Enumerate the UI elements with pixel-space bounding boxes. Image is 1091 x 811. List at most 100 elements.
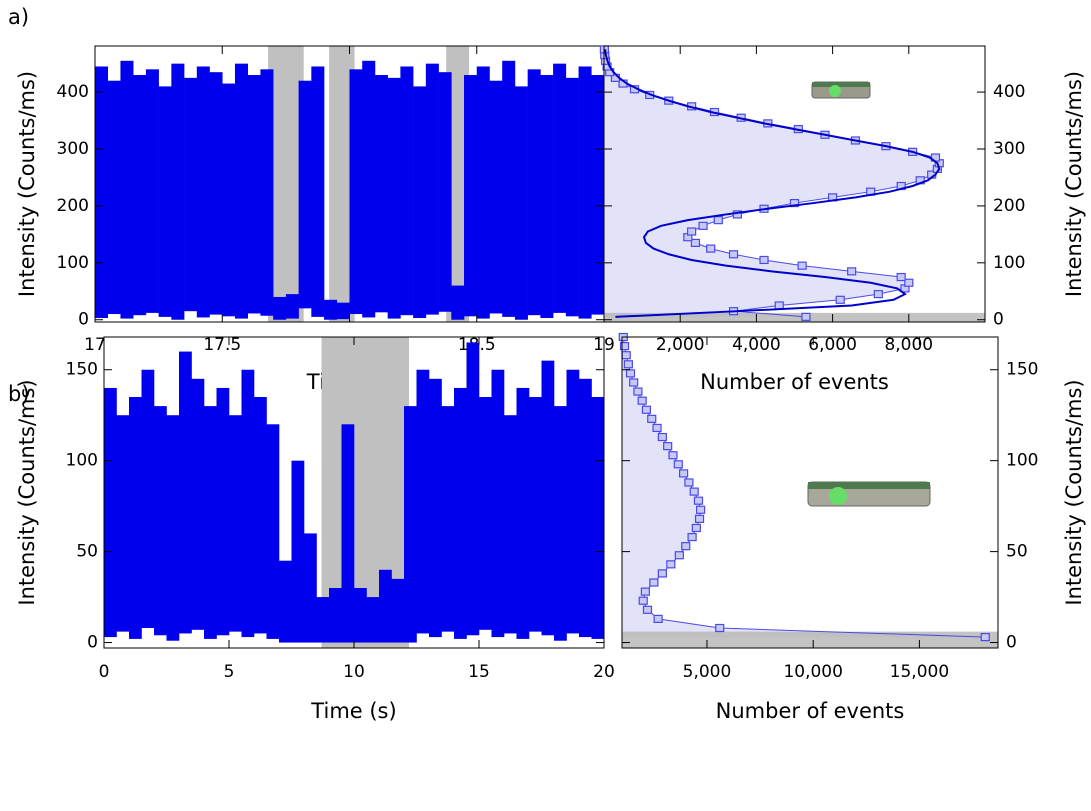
intensity-range: [553, 63, 567, 313]
intensity-range: [404, 406, 417, 643]
threshold-band: [622, 631, 998, 648]
y-tick-label: 50: [1006, 542, 1028, 562]
histogram-point: [847, 267, 857, 276]
histogram-point: [759, 255, 769, 265]
intensity-range: [566, 369, 580, 634]
intensity-range: [391, 578, 405, 643]
intensity-range: [145, 69, 159, 313]
y-tick-label: 200: [993, 196, 1025, 216]
shaded-region: [446, 46, 470, 322]
intensity-range: [527, 69, 541, 316]
intensity-range: [476, 66, 490, 319]
y-tick-label: 150: [1006, 360, 1038, 380]
histogram-point: [706, 244, 716, 253]
intensity-range: [104, 387, 117, 638]
intensity-range: [489, 80, 503, 314]
intensity-range: [158, 86, 172, 317]
x-tick-label: 15: [468, 662, 490, 682]
plot-frame: [621, 336, 999, 649]
intensity-range: [116, 415, 130, 632]
intensity-range: [354, 587, 367, 643]
x-axis-title: Time (s): [310, 699, 396, 723]
histogram-point: [679, 469, 689, 478]
y-tick-label: 400: [57, 82, 89, 102]
intensity-range: [216, 387, 230, 636]
histogram-point: [623, 360, 633, 369]
intensity-range: [540, 75, 554, 319]
x-tick-label: 4,000: [732, 335, 781, 355]
histogram-point: [657, 432, 667, 442]
intensity-range: [154, 406, 167, 636]
nanorod-icon-a: [811, 81, 871, 99]
plot-frame: [603, 45, 986, 323]
x-tick-label: 2,000: [656, 335, 705, 355]
histogram-point: [641, 405, 652, 414]
intensity-range: [254, 397, 267, 634]
intensity-range: [311, 66, 325, 317]
intensity-range: [260, 69, 274, 316]
intensity-range: [466, 342, 480, 636]
histogram-area: [604, 49, 940, 317]
histogram-point: [687, 532, 697, 542]
histogram-point: [663, 442, 673, 451]
y-tick-label: 200: [57, 196, 89, 216]
histogram-point: [789, 198, 800, 208]
intensity-range: [425, 63, 439, 315]
intensity-range: [229, 415, 242, 632]
y-tick-label: 150: [66, 360, 98, 380]
threshold-band: [604, 312, 985, 322]
nanorod-icon-b: [807, 481, 931, 507]
histogram-point: [835, 295, 845, 304]
intensity-range: [591, 75, 605, 315]
intensity-range: [400, 66, 414, 316]
histogram-point: [693, 496, 704, 505]
intensity-range: [438, 72, 452, 312]
intensity-range: [341, 424, 355, 643]
y-tick-label: 100: [66, 451, 98, 471]
intensity-range: [366, 597, 380, 643]
histogram-point: [640, 587, 650, 596]
intensity-range: [491, 369, 505, 638]
intensity-range: [196, 66, 210, 318]
intensity-range: [133, 75, 147, 316]
x-axis-title: Number of events: [716, 699, 905, 723]
y-tick-label: 0: [87, 633, 98, 653]
y-tick-label: 300: [57, 139, 89, 159]
particle: [829, 487, 847, 505]
intensity-range: [579, 378, 592, 638]
intensity-range: [184, 77, 198, 312]
histogram-point: [694, 514, 705, 523]
intensity-range: [324, 299, 338, 320]
intensity-range: [554, 406, 567, 641]
histogram-point: [904, 278, 914, 287]
intensity-range: [191, 378, 205, 630]
intensity-range: [379, 569, 392, 643]
intensity-range: [279, 560, 292, 643]
intensity-range: [316, 597, 330, 643]
x-tick-label: 6,000: [808, 335, 857, 355]
histogram-point: [689, 487, 699, 496]
intensity-range: [565, 77, 579, 317]
intensity-range: [387, 77, 401, 319]
intensity-range: [502, 60, 516, 317]
histogram-point: [980, 632, 990, 642]
histogram-line: [622, 336, 986, 638]
intensity-range: [247, 75, 261, 314]
intensity-range: [362, 60, 376, 318]
intensity-range: [141, 369, 155, 628]
plot-frame: [103, 336, 605, 649]
rod-top: [812, 82, 870, 87]
intensity-range: [291, 460, 305, 643]
histogram-point: [801, 312, 811, 321]
intensity-range: [266, 424, 280, 639]
intensity-range: [120, 60, 134, 319]
intensity-range: [479, 397, 492, 630]
x-tick-label: 20: [593, 662, 615, 682]
y-tick-label: 0: [993, 310, 1004, 330]
intensity-range: [285, 294, 299, 319]
intensity-range: [166, 415, 180, 641]
x-axis-title: Number of events: [700, 370, 889, 394]
intensity-range: [504, 415, 517, 634]
y-axis-title: Intensity (Counts/ms): [15, 71, 39, 297]
